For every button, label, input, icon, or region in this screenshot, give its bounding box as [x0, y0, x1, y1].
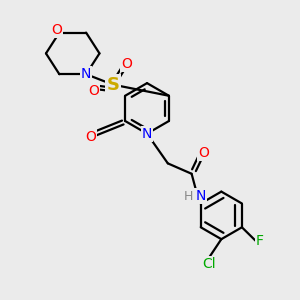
Text: O: O [51, 22, 62, 37]
Text: N: N [195, 189, 206, 203]
Text: O: O [121, 57, 132, 71]
Text: O: O [88, 84, 99, 98]
Text: H: H [184, 190, 193, 202]
Text: F: F [256, 234, 264, 248]
Text: Cl: Cl [202, 257, 216, 272]
Text: N: N [81, 67, 91, 81]
Text: S: S [106, 76, 119, 94]
Text: O: O [198, 146, 209, 160]
Text: O: O [85, 130, 96, 144]
Text: N: N [142, 127, 152, 141]
